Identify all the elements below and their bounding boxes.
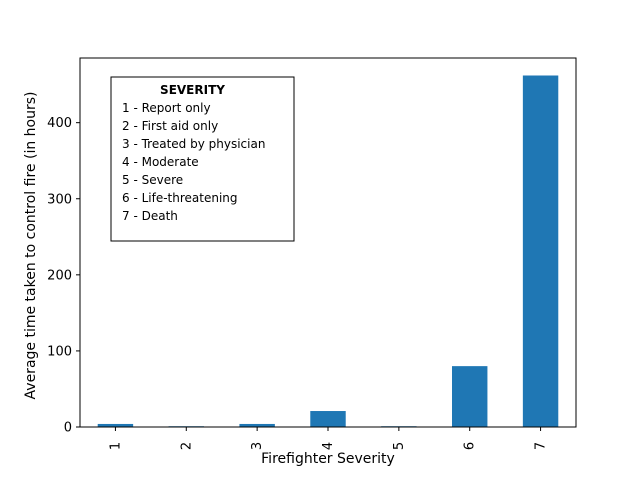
y-axis-ticks: 0 100 200 300 400 (47, 116, 80, 436)
y-tick-label: 200 (47, 268, 72, 283)
x-tick-label: 4 (321, 442, 336, 450)
y-tick-label: 0 (64, 421, 72, 436)
bars-group (97, 75, 559, 428)
plot-frame (79, 57, 577, 428)
y-tick-label: 300 (47, 192, 72, 207)
x-tick-label: 2 (179, 442, 194, 450)
bar-severity-1 (97, 423, 134, 427)
x-tick-label: 1 (108, 442, 123, 450)
legend-items: 1 - Report only 2 - First aid only 3 - Tre… (122, 101, 265, 223)
x-axis-label: Firefighter Severity (261, 451, 395, 467)
legend-title: SEVERITY (160, 83, 225, 97)
legend-item: 3 - Treated by physician (122, 137, 265, 151)
x-tick-label: 3 (250, 442, 265, 450)
bar-severity-7 (522, 75, 559, 428)
legend-item: 5 - Severe (122, 173, 183, 187)
bar-severity-3 (239, 423, 275, 427)
severity-legend-box: SEVERITY 1 - Report only 2 - First aid on… (110, 76, 295, 242)
legend-frame (110, 76, 295, 242)
bar-severity-4 (310, 411, 346, 427)
legend-item: 6 - Life-threatening (122, 191, 238, 205)
legend-item: 2 - First aid only (122, 119, 218, 133)
x-tick-label: 6 (463, 442, 478, 450)
y-tick-label: 400 (47, 116, 72, 131)
x-tick-label: 5 (392, 442, 407, 450)
bar-severity-6 (452, 366, 488, 427)
legend-item: 4 - Moderate (122, 155, 199, 169)
legend-item: 7 - Death (122, 209, 178, 223)
x-tick-label: 7 (534, 442, 549, 450)
y-axis-label: Average time taken to control fire (in h… (23, 92, 39, 400)
legend-item: 1 - Report only (122, 101, 211, 115)
x-axis-ticks: 1 2 3 4 5 6 7 (108, 427, 549, 450)
y-tick-label: 100 (47, 344, 72, 359)
